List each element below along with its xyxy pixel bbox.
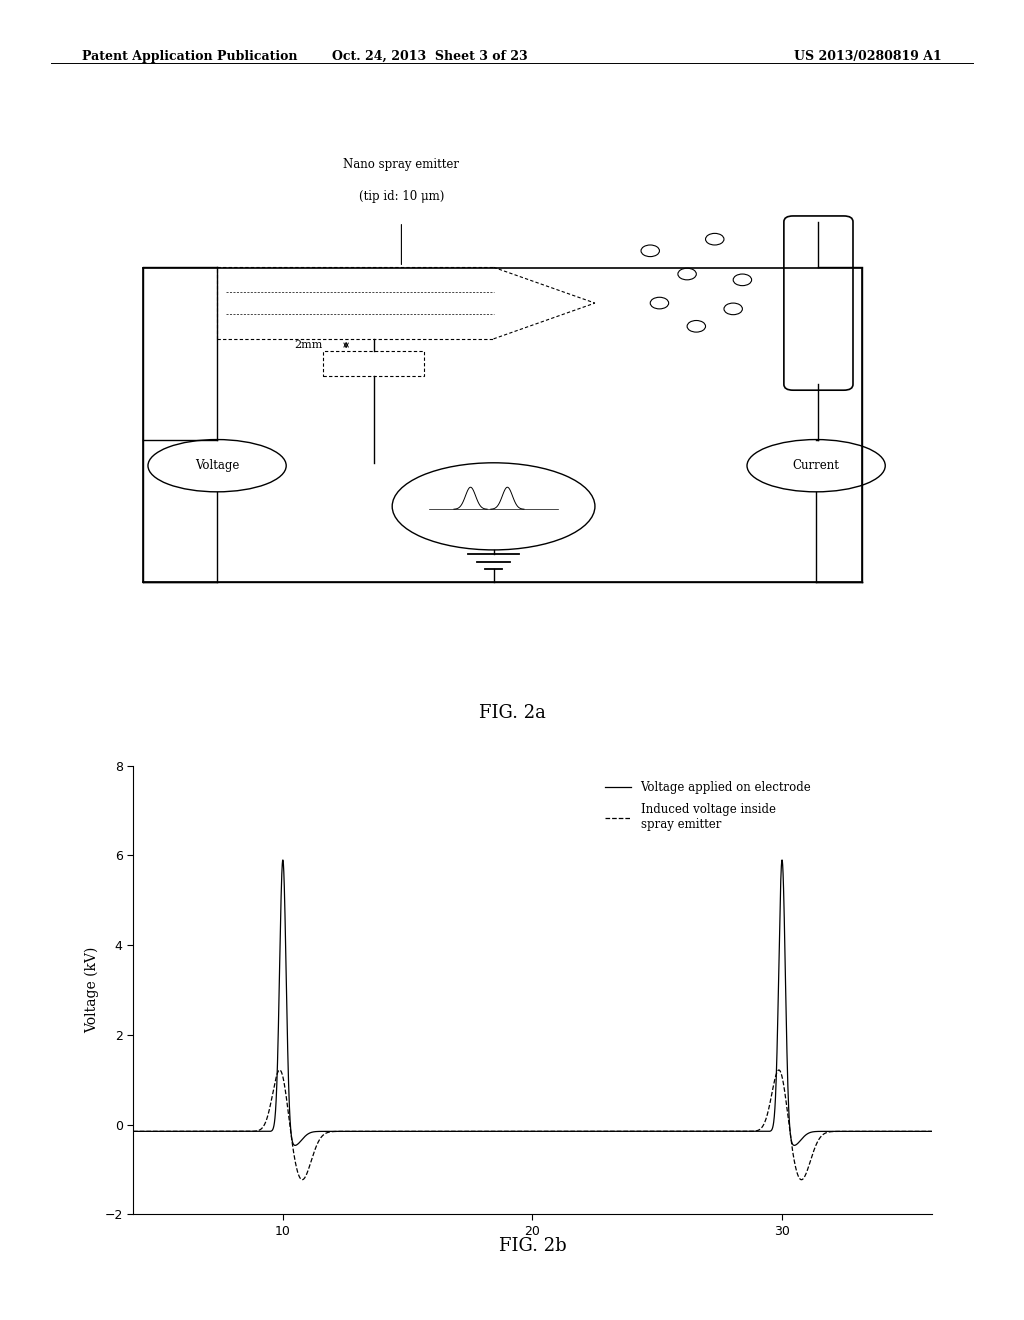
Induced voltage inside
spray emitter (600, 1123, 612, 1139)
Induced voltage inside
spray emitter (296, 1172, 308, 1188)
Circle shape (724, 304, 742, 314)
FancyBboxPatch shape (324, 351, 425, 376)
Ellipse shape (392, 463, 595, 550)
Voltage applied on electrode (127, 1123, 139, 1139)
Voltage applied on electrode (635, 1123, 647, 1139)
Line: Induced voltage inside
spray emitter: Induced voltage inside spray emitter (133, 1071, 932, 1180)
Induced voltage inside
spray emitter (926, 1123, 938, 1139)
Circle shape (706, 234, 724, 246)
Y-axis label: Voltage (kV): Voltage (kV) (84, 946, 98, 1034)
Circle shape (641, 246, 659, 256)
Induced voltage inside
spray emitter (719, 1123, 731, 1139)
Circle shape (678, 268, 696, 280)
Voltage applied on electrode (600, 1123, 612, 1139)
Text: FIG. 2a: FIG. 2a (478, 704, 546, 722)
Ellipse shape (148, 440, 287, 492)
Induced voltage inside
spray emitter (167, 1123, 179, 1139)
Text: US 2013/0280819 A1: US 2013/0280819 A1 (795, 50, 942, 63)
Induced voltage inside
spray emitter (127, 1123, 139, 1139)
Voltage applied on electrode (776, 853, 788, 869)
Text: FIG. 2b: FIG. 2b (499, 1237, 566, 1255)
Voltage applied on electrode (926, 1123, 938, 1139)
Line: Voltage applied on electrode: Voltage applied on electrode (133, 861, 932, 1146)
Circle shape (687, 321, 706, 333)
Legend: Voltage applied on electrode, Induced voltage inside
spray emitter: Voltage applied on electrode, Induced vo… (600, 776, 816, 836)
Induced voltage inside
spray emitter (416, 1123, 428, 1139)
Text: Voltage: Voltage (195, 459, 240, 473)
Voltage applied on electrode (167, 1123, 179, 1139)
Voltage applied on electrode (762, 1123, 774, 1139)
Circle shape (733, 275, 752, 285)
Voltage applied on electrode (788, 1138, 801, 1154)
Induced voltage inside
spray emitter (762, 1104, 774, 1119)
Induced voltage inside
spray emitter (635, 1123, 647, 1139)
Text: Nano spray emitter: Nano spray emitter (343, 158, 460, 170)
Text: (tip id: 10 μm): (tip id: 10 μm) (358, 190, 444, 203)
Voltage applied on electrode (719, 1123, 731, 1139)
Text: Oct. 24, 2013  Sheet 3 of 23: Oct. 24, 2013 Sheet 3 of 23 (332, 50, 528, 63)
Text: Current: Current (793, 459, 840, 473)
FancyBboxPatch shape (784, 216, 853, 391)
Ellipse shape (748, 440, 886, 492)
Voltage applied on electrode (416, 1123, 428, 1139)
Text: Patent Application Publication: Patent Application Publication (82, 50, 297, 63)
Induced voltage inside
spray emitter (773, 1063, 785, 1078)
Circle shape (650, 297, 669, 309)
Text: 2mm: 2mm (295, 341, 324, 350)
